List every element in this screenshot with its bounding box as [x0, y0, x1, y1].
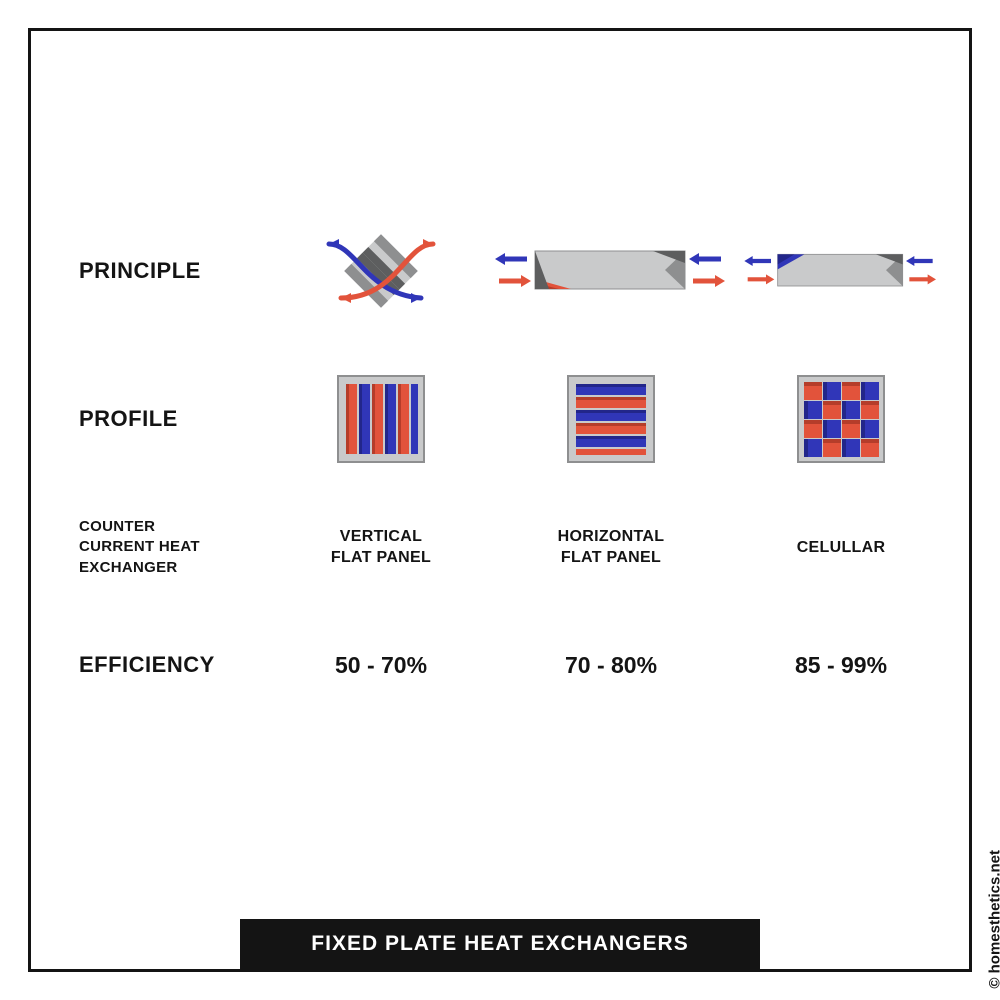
title-bar: FIXED PLATE HEAT EXCHANGERS — [240, 919, 760, 969]
profile-horizontal-icon — [566, 374, 656, 464]
type-label-vertical: VERTICAL FLAT PANEL — [281, 526, 481, 569]
profile-vertical-icon — [336, 374, 426, 464]
spacer — [71, 469, 941, 517]
content-area: PRINCIPLE — [31, 31, 969, 969]
efficiency-cellular: 85 - 99% — [741, 652, 941, 679]
principle-diagram-horizontal — [491, 221, 731, 321]
profile-diagram-horizontal — [491, 369, 731, 469]
profile-diagram-vertical — [281, 369, 481, 469]
type-label-cellular: CELULLAR — [741, 537, 941, 559]
principle-cross-icon — [311, 224, 451, 319]
profile-diagram-cellular — [741, 369, 941, 469]
principle-diagram-cellular — [741, 221, 941, 321]
title-text: FIXED PLATE HEAT EXCHANGERS — [311, 932, 688, 956]
spacer — [71, 578, 941, 652]
profile-cellular-icon — [796, 374, 886, 464]
row-label-principle: PRINCIPLE — [71, 258, 271, 284]
spacer — [71, 321, 941, 369]
row-label-efficiency: EFFICIENCY — [71, 652, 271, 678]
principle-cell-icon — [741, 241, 941, 301]
principle-diagram-vertical — [281, 221, 481, 321]
efficiency-horizontal: 70 - 80% — [491, 652, 731, 679]
credit-text: © homesthetics.net — [987, 850, 1000, 989]
infographic-frame: PRINCIPLE — [28, 28, 972, 972]
type-label-horizontal: HORIZONTAL FLAT PANEL — [491, 526, 731, 569]
principle-flat-icon — [491, 241, 731, 301]
category-label: COUNTER CURRENT HEAT EXCHANGER — [71, 517, 271, 578]
row-label-profile: PROFILE — [71, 406, 271, 432]
comparison-grid: PRINCIPLE — [71, 221, 929, 679]
efficiency-vertical: 50 - 70% — [281, 652, 481, 679]
